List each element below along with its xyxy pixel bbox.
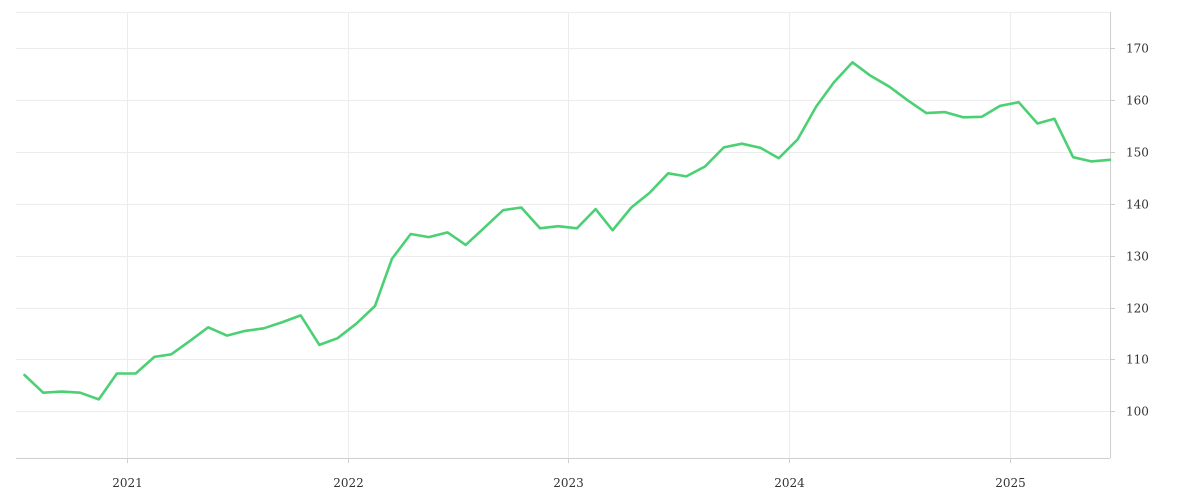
y-tick-label: 160 xyxy=(1126,94,1149,108)
x-tick-label: 2022 xyxy=(333,476,364,490)
x-tick-label: 2023 xyxy=(553,476,584,490)
x-tick-label: 2025 xyxy=(995,476,1026,490)
series-line xyxy=(23,60,1112,401)
y-tick-label: 140 xyxy=(1126,198,1149,212)
tick-labels: 100 110 120 130 140 150 160 170 2021 2022 2023 2024… xyxy=(112,42,1149,491)
x-tick-label: 2021 xyxy=(112,476,143,490)
y-tick-label: 110 xyxy=(1126,353,1149,367)
y-tick-label: 120 xyxy=(1126,302,1149,316)
y-tick-label: 170 xyxy=(1126,42,1149,56)
series xyxy=(23,60,1112,401)
grid xyxy=(16,12,1110,458)
axes xyxy=(16,12,1115,463)
x-tick-label: 2024 xyxy=(774,476,805,490)
y-tick-label: 100 xyxy=(1126,405,1149,419)
y-tick-label: 130 xyxy=(1126,250,1149,264)
y-tick-label: 150 xyxy=(1126,146,1149,160)
